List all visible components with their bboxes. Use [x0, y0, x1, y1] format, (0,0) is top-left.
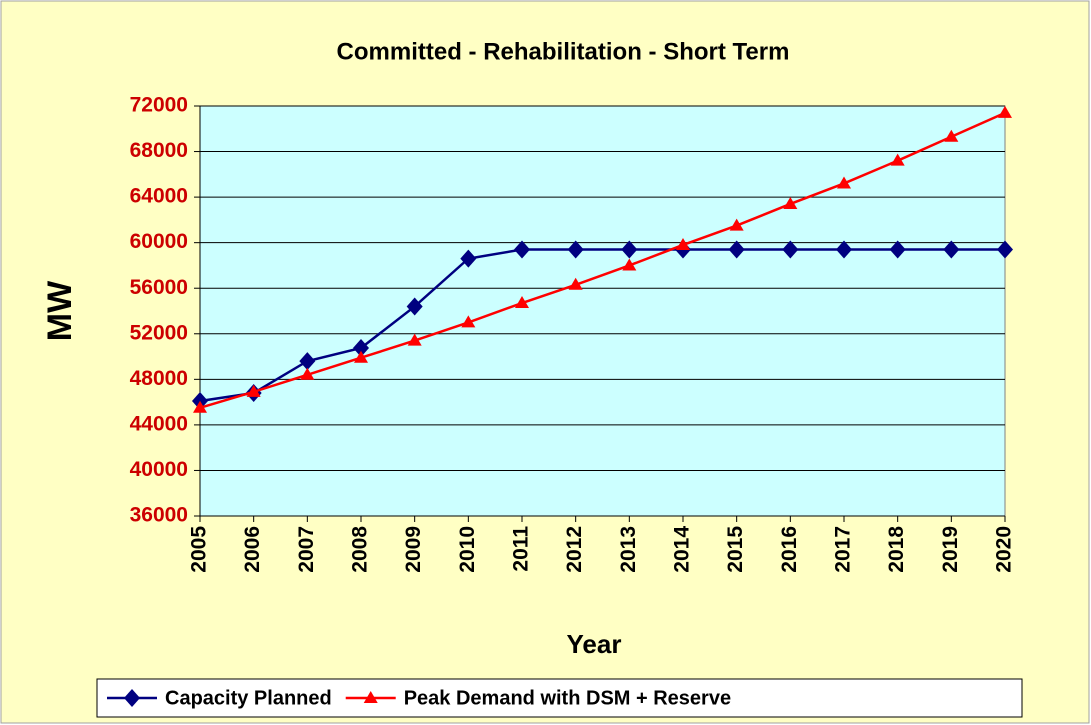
legend-box — [96, 678, 1023, 718]
data-point — [889, 240, 906, 259]
data-point — [783, 196, 798, 209]
x-tick-label: 2005 — [188, 526, 211, 573]
data-point — [193, 400, 207, 413]
y-tick-label: 44000 — [130, 412, 188, 435]
data-point — [354, 350, 368, 363]
data-point — [461, 315, 476, 328]
legend-label: Capacity Planned — [165, 687, 332, 709]
data-point — [998, 105, 1012, 118]
x-tick-label: 2013 — [617, 526, 640, 573]
data-point — [299, 352, 316, 371]
legend-label: Peak Demand with DSM + Reserve — [404, 687, 731, 709]
data-point — [836, 240, 852, 259]
data-point — [837, 176, 851, 189]
data-point — [944, 129, 959, 142]
data-point — [246, 384, 261, 397]
x-tick-label: 2007 — [295, 526, 318, 573]
x-tick-label: 2008 — [349, 526, 372, 573]
plot-area — [199, 105, 1006, 517]
legend-marker — [363, 691, 378, 703]
y-tick-label: 40000 — [130, 458, 188, 481]
data-point — [997, 240, 1013, 259]
x-tick-label: 2006 — [241, 526, 264, 573]
y-tick-label: 36000 — [130, 504, 188, 527]
x-tick-label: 2017 — [832, 526, 855, 573]
x-tick-label: 2019 — [939, 526, 962, 573]
data-point — [515, 296, 529, 309]
data-point — [890, 153, 905, 166]
x-tick-label: 2012 — [563, 526, 586, 573]
data-point — [943, 240, 960, 259]
data-point — [568, 277, 583, 290]
y-axis-label: MW — [41, 280, 79, 341]
data-point — [406, 297, 423, 316]
y-tick-label: 56000 — [130, 276, 188, 299]
x-tick-label: 2015 — [724, 526, 747, 573]
data-point — [514, 240, 530, 259]
data-point — [782, 240, 799, 259]
legend-marker — [124, 689, 140, 707]
x-tick-label: 2009 — [402, 526, 425, 573]
x-tick-label: 2014 — [671, 526, 694, 573]
series-line — [199, 248, 1005, 403]
x-tick-label: 2011 — [510, 526, 533, 572]
data-point — [407, 333, 422, 346]
data-point — [676, 237, 690, 250]
x-tick-label: 2016 — [778, 526, 801, 573]
data-point — [729, 218, 744, 231]
x-tick-label: 2018 — [885, 526, 908, 573]
data-point — [728, 240, 745, 259]
series-line — [199, 111, 1006, 410]
x-tick-label: 2020 — [993, 526, 1016, 573]
chart-title: Committed - Rehabilitation - Short Term — [337, 38, 790, 65]
data-point — [460, 249, 477, 268]
y-tick-label: 72000 — [130, 94, 188, 117]
x-tick-label: 2010 — [456, 526, 479, 573]
y-tick-label: 48000 — [130, 367, 188, 390]
data-point — [353, 339, 369, 358]
data-point — [567, 240, 584, 259]
data-point — [300, 367, 315, 380]
y-tick-label: 68000 — [130, 139, 188, 162]
y-tick-label: 64000 — [130, 185, 188, 208]
data-point — [621, 240, 638, 259]
data-point — [622, 258, 637, 271]
x-axis-label: Year — [567, 629, 622, 659]
y-tick-label: 60000 — [130, 230, 188, 253]
y-tick-label: 52000 — [130, 321, 188, 344]
